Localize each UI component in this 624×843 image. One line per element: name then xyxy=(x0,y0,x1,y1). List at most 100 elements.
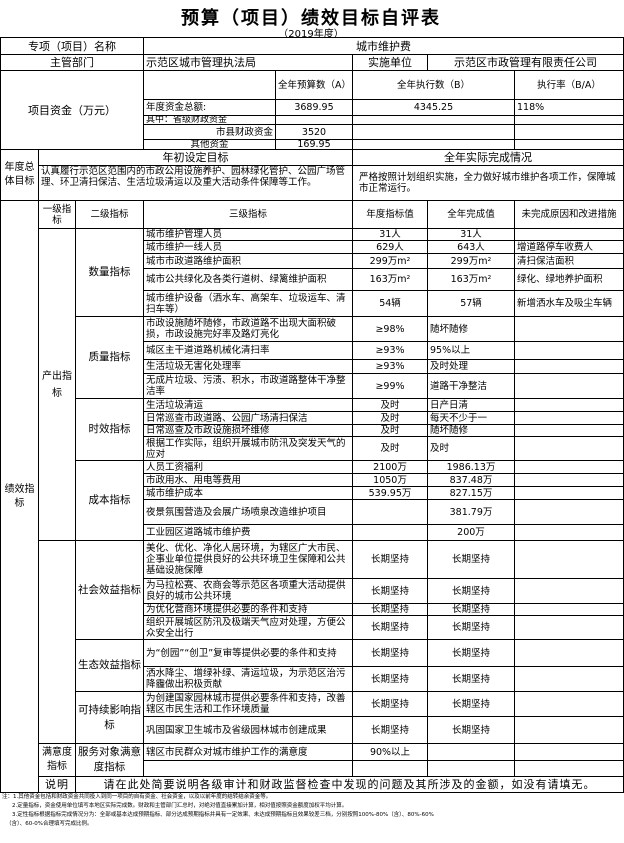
target-value: ≥93% xyxy=(352,341,428,360)
page-title: 预算（项目）绩效目标自评表 xyxy=(181,8,441,29)
level2-indicator: 服务对象满意度指标 xyxy=(75,743,144,777)
improvement-reason: 绿化、绿地养护面积 xyxy=(514,268,624,291)
indicator-row: 为优化营商环境提供必要的条件和支持 长期坚持 长期坚持 xyxy=(1,603,624,616)
level3-indicator: 工业园区道路城市维护费 xyxy=(143,524,353,541)
level3-indicator: 市政用水、用电等费用 xyxy=(143,473,353,487)
indicator-row: 城市公共绿化及各类行道树、绿篱维护面积 163万m² 163万m² 绿化、绿地养护面积 xyxy=(1,268,624,291)
indicator-row: 可持续影响指标 为创建国家园林城市提供必要条件和支持，改善辖区市民生活和工作环境质… xyxy=(1,691,624,744)
actual-header: 全年完成值 xyxy=(427,200,515,229)
footnote: 2.定量指标，资金使用单位填写本地区实际完成数。财政和主管部门汇总时，对绝对值直… xyxy=(12,803,348,809)
level1-header: 一级指标 xyxy=(38,200,76,229)
target-value: 长期坚持 xyxy=(352,578,428,604)
target-value: ≥93% xyxy=(352,359,428,374)
impl-value: 示范区市政管理有限责任公司 xyxy=(427,54,624,71)
target-value: 163万m² xyxy=(352,268,428,291)
budget-header: 全年预算数（A） xyxy=(275,70,353,100)
page-subtitle: （2019年度） xyxy=(278,29,344,40)
actual-value xyxy=(427,743,515,761)
level3-indicator: 为优化营商环境提供必要的条件和支持 xyxy=(143,603,353,616)
actual-value: 31人 xyxy=(427,228,515,241)
level3-indicator: 洒水降尘、增绿补绿、清运垃圾，为示范区治污降霾做出积极贡献 xyxy=(143,666,353,692)
target-value: 54辆 xyxy=(352,290,428,317)
target-value: 长期坚持 xyxy=(352,639,428,667)
actual-value: 随坏随修 xyxy=(427,424,515,437)
exec-header: 全年执行数（B） xyxy=(352,70,515,100)
level3-indicator: 组织开展城区防汛及极端天气应对处理，方便公众安全出行 xyxy=(143,615,353,640)
fund-row-rate: 118% xyxy=(514,99,624,116)
target-value: 1050万 xyxy=(352,473,428,487)
indicator-row: 组织开展城区防汛及极端天气应对处理，方便公众安全出行 长期坚持 长期坚持 xyxy=(1,615,624,640)
level3-indicator: 夜景氛围营造及会展广场喷泉改造维护项目 xyxy=(143,499,353,525)
initial-goal-header: 年初设定目标 xyxy=(38,149,353,166)
actual-value: 299万m² xyxy=(427,253,515,269)
improvement-reason xyxy=(514,743,624,761)
target-value: 539.95万 xyxy=(352,486,428,500)
level3-indicator: 生活垃圾清运 xyxy=(143,398,353,412)
indicator-row: 夜景氛围营造及会展广场喷泉改造维护项目 381.79万 xyxy=(1,499,624,525)
target-value: 长期坚持 xyxy=(352,691,428,717)
actual-value: 1986.13万 xyxy=(427,460,515,474)
indicator-row: 社会效益指标 美化、优化、净化人居环境，为辖区广大市民、企事业单位提供良好的公共环… xyxy=(1,540,624,744)
improvement-reason xyxy=(514,615,624,640)
footnote: 注：1.其他资金包括和财政资金共同投入到同一项目的自有资金、社会资金，以及以前年… xyxy=(2,794,272,800)
improvement-reason xyxy=(514,639,624,667)
level3-indicator: 城市维护一线人员 xyxy=(143,240,353,254)
fund-row-exec: 4345.25 xyxy=(352,99,515,116)
improvement-reason xyxy=(514,499,624,525)
improvement-reason xyxy=(514,341,624,360)
improvement-reason xyxy=(514,436,624,461)
actual-value: 长期坚持 xyxy=(427,603,515,616)
indicator-row: 为马拉松赛、农商会等示范区各项重大活动提供良好的城市公共环境 长期坚持 长期坚持 xyxy=(1,578,624,604)
level3-indicator: 生活垃圾无害化处理率 xyxy=(143,359,353,374)
self-evaluation-table: 专项（项目）名称 城市维护费 主管部门 示范区城市管理执法局 实施单位 示范区市… xyxy=(0,37,624,793)
improvement-reason xyxy=(514,578,624,604)
performance-indicators-label: 绩效指标 xyxy=(0,200,39,793)
level3-indicator: 市政设施随坏随修，市政道路不出现大面积破损，市政设施完好率及路灯亮化 xyxy=(143,316,353,342)
footnote: （含）、60-0%合理填写完成比例。 xyxy=(6,821,93,827)
level3-indicator: 根据工作实际，组织开展城市防汛及突发天气的应对 xyxy=(143,436,353,461)
rate-header: 执行率（B/A） xyxy=(514,70,624,100)
fund-row-label: 市县财政资金 xyxy=(143,124,276,140)
dept-label: 主管部门 xyxy=(0,54,144,71)
target-value: 及时 xyxy=(352,424,428,437)
target-value xyxy=(352,524,428,541)
indicator-row: 生活垃圾无害化处理率 ≥93% 及时处理 xyxy=(1,359,624,374)
actual-value: 827.15万 xyxy=(427,486,515,500)
actual-value: 381.79万 xyxy=(427,499,515,525)
fund-row-budget: 3689.95 xyxy=(275,99,353,116)
level3-header: 三级指标 xyxy=(143,200,353,229)
level3-indicator: 城市维护管理人员 xyxy=(143,228,353,241)
actual-value: 95%以上 xyxy=(427,341,515,360)
level3-indicator: 城区主干道道路机械化清扫率 xyxy=(143,341,353,360)
target-value: 长期坚持 xyxy=(352,540,428,579)
fund-row-exec xyxy=(352,115,515,125)
improvement-reason xyxy=(514,373,624,399)
level3-indicator: 日常巡查及市政设施损坏维修 xyxy=(143,424,353,437)
indicator-row: 日常巡查市政道路、公园广场清扫保洁 及时 每天不少于一 xyxy=(1,411,624,425)
improvement-reason xyxy=(514,666,624,692)
indicator-row: 城市维护一线人员 629人 643人 增道路停车收费人 xyxy=(1,240,624,254)
actual-value: 日产日清 xyxy=(427,398,515,412)
target-value: ≥98% xyxy=(352,316,428,342)
level2-indicator: 社会效益指标 xyxy=(75,540,144,640)
target-value xyxy=(352,499,428,525)
indicator-row: 生态效益指标 为“创园”“创卫”复审等提供必要的条件和支持 长期坚持 长期坚持 xyxy=(1,639,624,692)
explanation-label: 说明 xyxy=(38,776,76,793)
impl-label: 实施单位 xyxy=(352,54,428,71)
target-value: 长期坚持 xyxy=(352,603,428,616)
improvement-reason xyxy=(514,424,624,437)
actual-value: 道路干净整洁 xyxy=(427,373,515,399)
project-name-label: 专项（项目）名称 xyxy=(0,37,144,55)
actual-value: 长期坚持 xyxy=(427,540,515,579)
indicator-row: 成本指标 人员工资福利 2100万 1986.13万 xyxy=(1,460,624,541)
actual-value: 长期坚持 xyxy=(427,716,515,744)
improvement-reason: 清扫保洁面积 xyxy=(514,253,624,269)
improvement-reason xyxy=(514,316,624,342)
fund-row-rate xyxy=(514,139,624,150)
target-value: 90%以上 xyxy=(352,743,428,761)
improvement-reason: 增道路停车收费人 xyxy=(514,240,624,254)
fund-row-budget: 3520 xyxy=(275,124,353,140)
explanation-row: 说明 请在此处简要说明各级审计和财政监督检查中发现的问题及其所涉及的金额，如没有请… xyxy=(1,776,624,793)
target-value: 31人 xyxy=(352,228,428,241)
fund-row-rate xyxy=(514,115,624,125)
